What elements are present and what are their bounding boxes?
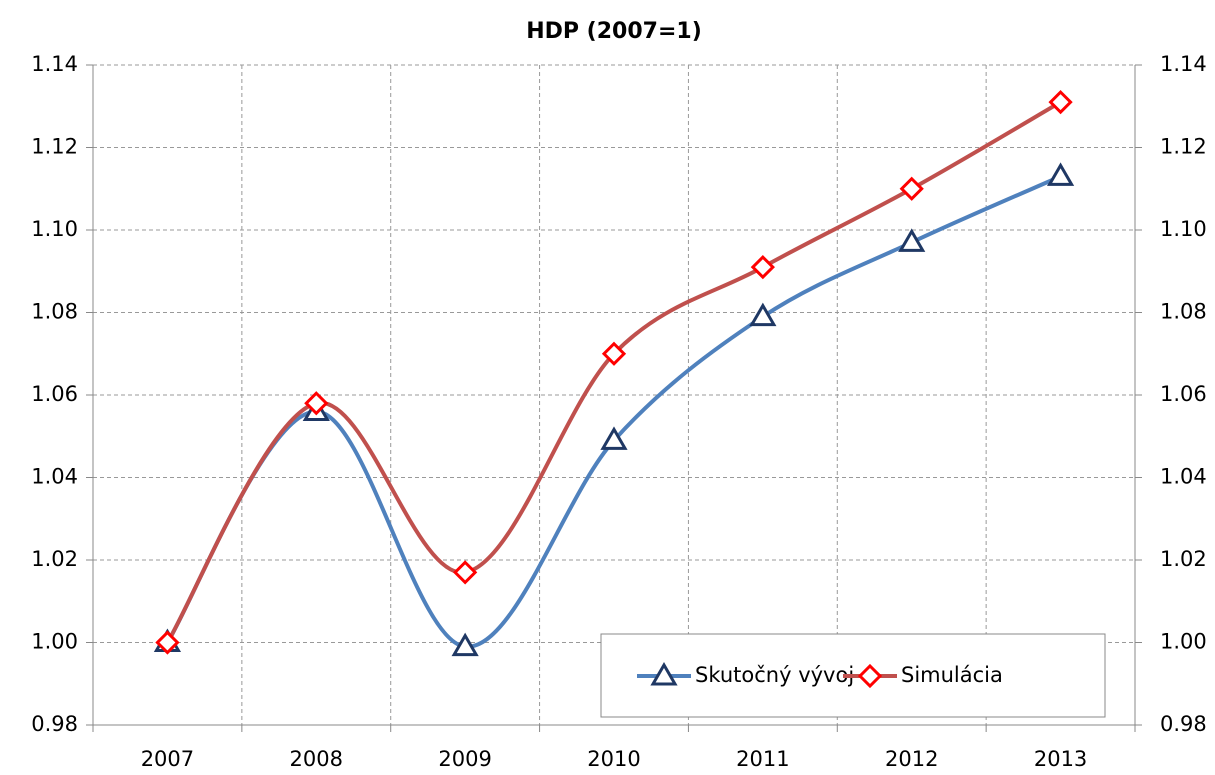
marker (451, 632, 479, 657)
x-tick-label: 2009 (438, 747, 491, 771)
marker (601, 341, 627, 366)
y-tick-label: 1.06 (31, 382, 78, 406)
x-tick-label: 2013 (1034, 747, 1087, 771)
y-tick-label: 1.08 (31, 300, 78, 324)
y-tick-label: 1.10 (31, 217, 78, 241)
marker (650, 662, 678, 686)
legend-label: Simulácia (901, 663, 1003, 687)
y2-tick-label: 0.98 (1160, 712, 1207, 736)
marker (453, 560, 478, 585)
legend: Skutočný vývoj Simulácia (600, 633, 1106, 718)
legend-label: Skutočný vývoj (695, 663, 854, 687)
y-tick-label: 1.00 (31, 630, 78, 654)
y2-tick-label: 1.12 (1160, 135, 1207, 159)
y-tick-label: 1.02 (31, 547, 78, 571)
y2-tick-label: 1.08 (1160, 300, 1207, 324)
marker (857, 663, 883, 689)
x-tick-label: 2008 (290, 747, 343, 771)
x-tick-label: 2011 (736, 747, 789, 771)
y-tick-label: 1.12 (31, 135, 78, 159)
series-line (165, 174, 1062, 649)
x-tick-label: 2012 (885, 747, 938, 771)
marker (304, 391, 329, 416)
y2-tick-label: 1.04 (1160, 465, 1207, 489)
marker (1048, 90, 1073, 115)
y2-tick-label: 1.00 (1160, 630, 1207, 654)
y2-tick-label: 1.06 (1160, 382, 1207, 406)
y2-tick-label: 1.10 (1160, 217, 1207, 241)
marker (600, 426, 628, 450)
marker (899, 176, 924, 201)
x-tick-label: 2007 (141, 747, 194, 771)
x-tick-label: 2010 (587, 747, 640, 771)
marker (1046, 162, 1075, 186)
y2-tick-label: 1.14 (1160, 52, 1207, 76)
y-tick-label: 0.98 (31, 712, 78, 736)
chart-title: HDP (2007=1) (526, 19, 702, 44)
y2-tick-label: 1.02 (1160, 547, 1207, 571)
y-tick-label: 1.14 (31, 52, 78, 76)
marker (750, 255, 775, 280)
marker (749, 302, 777, 327)
marker (898, 228, 926, 252)
y-tick-label: 1.04 (31, 465, 78, 489)
marker (155, 630, 180, 655)
